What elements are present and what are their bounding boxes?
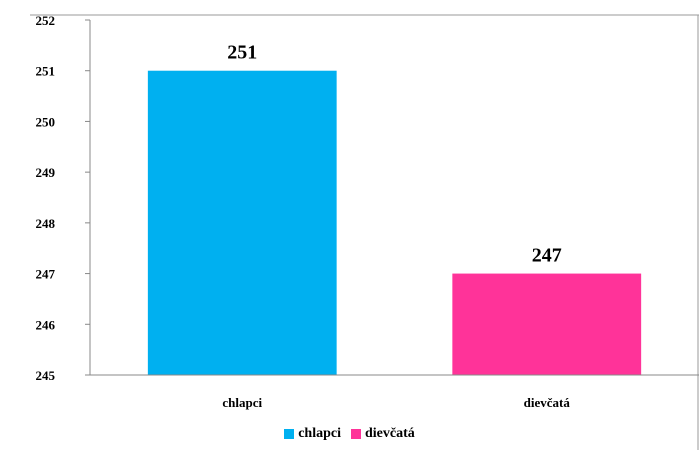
y-tick-label: 249 xyxy=(36,165,56,180)
y-tick-label: 251 xyxy=(36,64,56,79)
data-label: 247 xyxy=(532,245,562,267)
x-tick-label: dievčatá xyxy=(524,395,571,410)
y-tick-label: 252 xyxy=(36,13,56,28)
legend-item-chlapci: chlapci xyxy=(284,426,341,442)
legend-label-dievcata: dievčatá xyxy=(365,426,415,441)
y-tick-label: 246 xyxy=(36,317,56,332)
legend: chlapci dievčatá xyxy=(0,426,699,442)
legend-label-chlapci: chlapci xyxy=(298,426,341,441)
legend-swatch-chlapci xyxy=(284,429,295,439)
legend-item-dievcata: dievčatá xyxy=(351,426,415,442)
x-tick-label: chlapci xyxy=(222,395,262,410)
y-tick-label: 248 xyxy=(36,216,56,231)
y-tick-label: 247 xyxy=(36,267,56,282)
bar-dievcata xyxy=(452,273,642,375)
y-tick-label: 250 xyxy=(36,114,56,129)
y-tick-label: 245 xyxy=(36,368,56,383)
data-label: 251 xyxy=(227,42,257,64)
bar-chlapci xyxy=(147,70,337,375)
legend-swatch-dievcata xyxy=(351,429,361,439)
